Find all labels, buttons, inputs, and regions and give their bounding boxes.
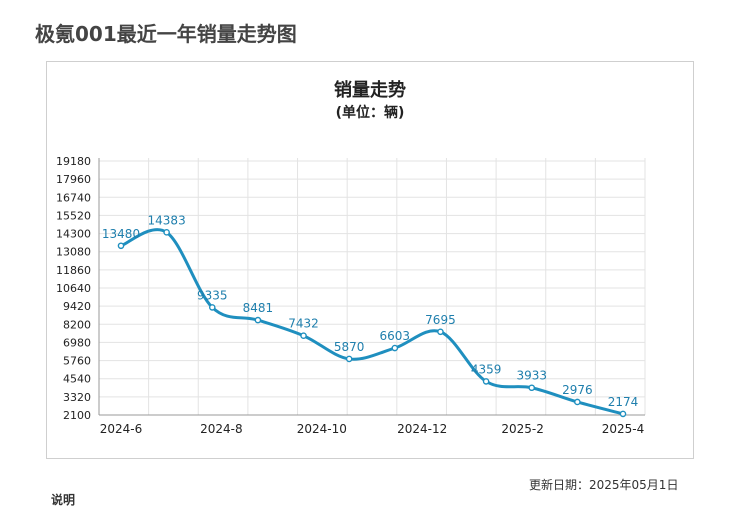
- y-tick-label: 2100: [63, 409, 91, 422]
- notes-heading: 说明: [51, 493, 76, 507]
- data-point: [300, 332, 307, 340]
- data-point: [482, 378, 490, 385]
- sales-line-chart: 2100 3320 4540 5760 6980 8200 9420 10640 11860 13…: [56, 155, 646, 436]
- data-label: 14383: [148, 213, 186, 227]
- chart-container: 销量走势 (单位：辆) 2100 3320 4540 5760 6980 8200 9420…: [46, 61, 694, 459]
- chart-title: 销量走势: [334, 80, 406, 101]
- x-tick-label: 2024-12: [397, 422, 447, 436]
- y-tick-label: 17960: [56, 173, 91, 186]
- y-tick-label: 5760: [63, 355, 91, 368]
- data-label: 13480: [102, 227, 140, 241]
- data-point: [163, 229, 170, 236]
- x-tick-label: 2025-2: [501, 422, 544, 436]
- data-point: [437, 328, 444, 336]
- data-point: [574, 398, 581, 406]
- plot-area: [99, 158, 645, 415]
- y-tick-label: 14300: [56, 228, 91, 241]
- x-tick-label: 2024-10: [297, 422, 347, 436]
- data-point: [208, 304, 216, 311]
- data-point: [619, 410, 627, 418]
- data-point: [345, 355, 353, 363]
- data-label: 7695: [425, 313, 456, 327]
- data-point: [528, 384, 536, 392]
- y-tick-label: 3320: [63, 391, 91, 404]
- data-label: 3933: [516, 369, 547, 383]
- update-date: 更新日期：2025年05月1日: [529, 478, 679, 492]
- y-tick-label: 11860: [56, 264, 91, 277]
- y-tick-label: 6980: [63, 336, 91, 349]
- y-tick-label: 8200: [63, 318, 91, 331]
- data-label: 7432: [288, 317, 319, 331]
- data-label: 5870: [334, 340, 365, 354]
- data-label: 8481: [243, 301, 274, 315]
- y-tick-label: 4540: [63, 373, 91, 386]
- data-label: 2976: [562, 383, 593, 397]
- x-tick-label: 2024-8: [200, 422, 243, 436]
- page-title: 极氪001最近一年销量走势图: [35, 22, 297, 46]
- y-tick-label: 9420: [63, 300, 91, 313]
- x-tick-label: 2025-4: [602, 422, 645, 436]
- data-point: [117, 242, 125, 250]
- chart-subtitle: (单位：辆): [335, 105, 405, 121]
- data-point: [391, 344, 399, 352]
- data-label: 6603: [380, 329, 411, 343]
- y-tick-label: 19180: [56, 155, 91, 168]
- data-point: [254, 316, 262, 324]
- data-label: 9335: [197, 288, 228, 302]
- x-tick-label: 2024-6: [100, 422, 143, 436]
- y-tick-label: 16740: [56, 191, 91, 204]
- y-tick-label: 13080: [56, 246, 91, 259]
- data-label: 2174: [608, 395, 639, 409]
- y-tick-label: 15520: [56, 209, 91, 222]
- data-label: 4359: [471, 362, 502, 376]
- y-tick-label: 10640: [56, 282, 91, 295]
